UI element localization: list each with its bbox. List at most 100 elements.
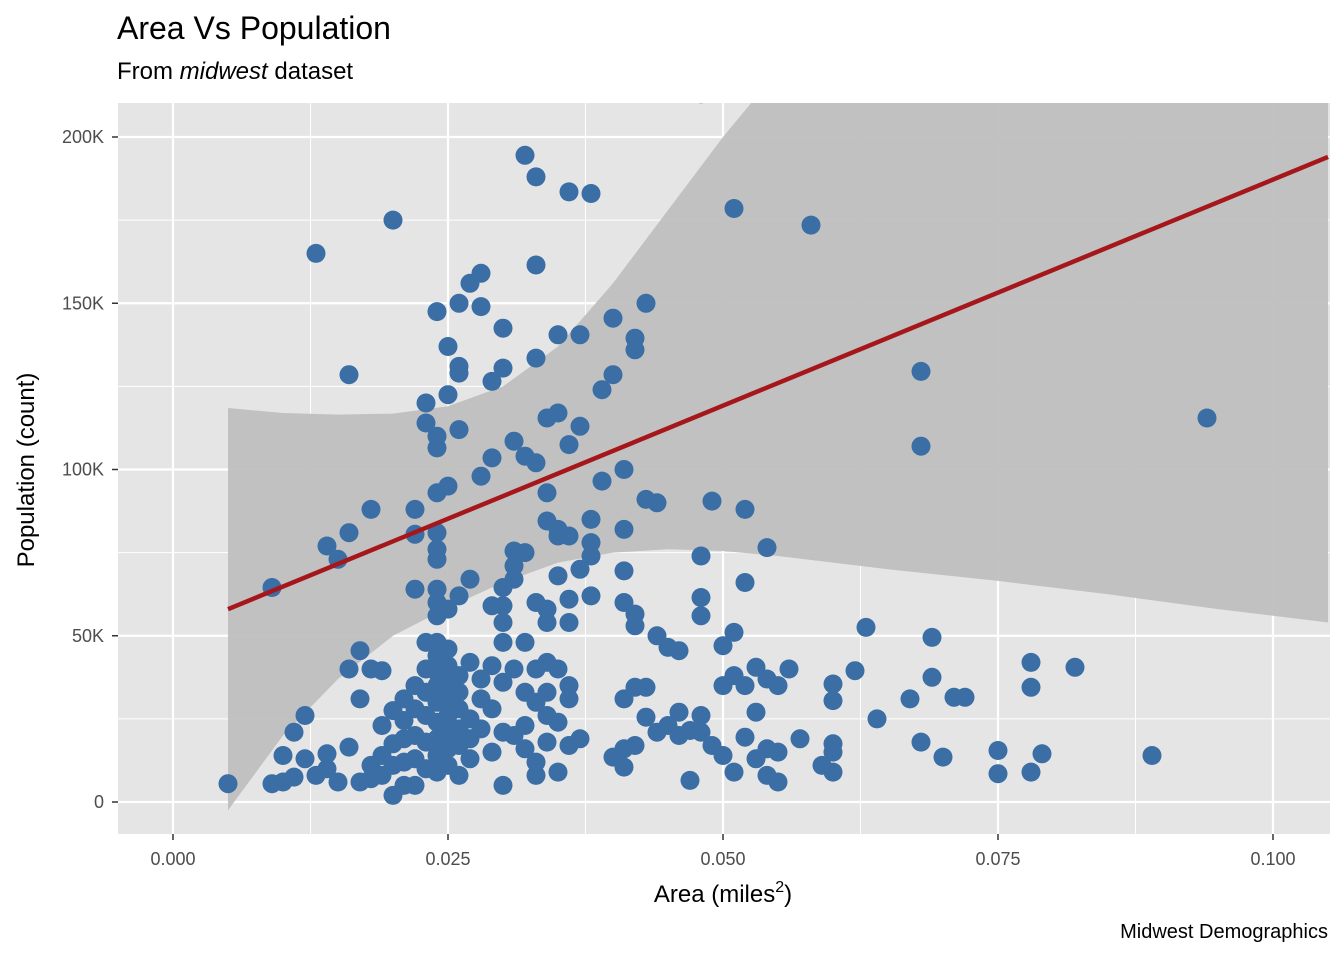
data-point xyxy=(471,297,491,317)
data-point xyxy=(339,737,359,757)
y-tick-label: 100K xyxy=(62,460,104,480)
data-point xyxy=(537,732,557,752)
data-point xyxy=(735,727,755,747)
data-point xyxy=(493,632,513,652)
data-point xyxy=(537,599,557,619)
subtitle-dataset-name: midwest xyxy=(179,58,268,85)
data-point xyxy=(625,340,645,360)
data-point xyxy=(955,687,975,707)
data-point xyxy=(537,682,557,702)
data-point xyxy=(515,145,535,165)
data-point xyxy=(460,652,480,672)
data-point xyxy=(768,742,788,762)
data-point xyxy=(614,519,634,539)
data-point xyxy=(438,385,458,405)
subtitle-prefix: From xyxy=(117,58,180,85)
data-point xyxy=(933,747,953,767)
data-point xyxy=(823,742,843,762)
data-point xyxy=(504,569,524,589)
data-point xyxy=(317,744,337,764)
data-point xyxy=(823,691,843,711)
data-point xyxy=(504,556,524,576)
data-point xyxy=(548,659,568,679)
data-point xyxy=(504,431,524,451)
data-point xyxy=(570,416,590,436)
data-point xyxy=(493,596,513,616)
data-point xyxy=(405,499,425,519)
data-point xyxy=(922,627,942,647)
data-point xyxy=(911,361,931,381)
data-point xyxy=(416,393,436,413)
data-point xyxy=(537,483,557,503)
data-point xyxy=(449,363,469,383)
data-point xyxy=(383,210,403,230)
data-point xyxy=(416,413,436,433)
data-point xyxy=(526,752,546,772)
data-point xyxy=(284,767,304,787)
data-point xyxy=(790,729,810,749)
data-point xyxy=(625,616,645,636)
data-point xyxy=(570,325,590,345)
data-point xyxy=(427,302,447,322)
data-point xyxy=(680,770,700,790)
data-point xyxy=(438,599,458,619)
data-point xyxy=(449,586,469,606)
data-point xyxy=(372,661,392,681)
data-point xyxy=(724,762,744,782)
data-point xyxy=(548,566,568,586)
data-point xyxy=(581,509,601,529)
data-point xyxy=(713,636,733,656)
data-point xyxy=(339,365,359,385)
data-point xyxy=(537,613,557,632)
data-point xyxy=(427,549,447,569)
data-point xyxy=(603,308,623,328)
data-point xyxy=(438,476,458,496)
y-tick-label: 50K xyxy=(72,626,104,646)
x-axis-title-text: Area (miles xyxy=(654,881,775,908)
x-axis: 0.000 0.025 0.050 0.075 0.100 xyxy=(150,834,1296,869)
data-point xyxy=(493,358,513,378)
data-point xyxy=(625,736,645,755)
data-point xyxy=(746,702,766,722)
data-point xyxy=(691,546,711,566)
data-point xyxy=(493,672,513,692)
data-point xyxy=(867,709,887,729)
data-point xyxy=(735,573,755,592)
y-tick-label: 0 xyxy=(94,792,104,812)
x-axis-title-superscript: 2 xyxy=(775,879,784,896)
data-point xyxy=(471,669,491,689)
data-point xyxy=(438,337,458,356)
data-point xyxy=(427,579,447,599)
data-point xyxy=(482,699,502,719)
data-point xyxy=(735,676,755,696)
data-point xyxy=(460,749,480,769)
data-point xyxy=(405,579,425,599)
data-point xyxy=(328,772,348,792)
data-point xyxy=(449,682,469,702)
data-point xyxy=(636,293,656,313)
data-point xyxy=(757,538,777,558)
data-point xyxy=(559,689,579,709)
data-point xyxy=(691,722,711,742)
data-point xyxy=(768,772,788,792)
data-point xyxy=(471,466,491,486)
data-point xyxy=(1021,762,1041,782)
data-point xyxy=(581,533,601,553)
data-point xyxy=(724,199,744,218)
data-point xyxy=(350,689,370,709)
data-point xyxy=(669,702,689,722)
data-point xyxy=(515,739,535,759)
chart-subtitle: From midwest dataset xyxy=(117,58,353,86)
data-point xyxy=(570,559,590,579)
data-point xyxy=(295,749,315,769)
data-point xyxy=(526,167,546,187)
data-point xyxy=(559,676,579,696)
data-point xyxy=(504,659,524,679)
data-point xyxy=(1142,746,1162,765)
data-point xyxy=(581,184,601,203)
data-point xyxy=(515,632,535,652)
data-point xyxy=(339,523,359,543)
data-point xyxy=(1197,408,1217,428)
data-point xyxy=(548,712,568,732)
